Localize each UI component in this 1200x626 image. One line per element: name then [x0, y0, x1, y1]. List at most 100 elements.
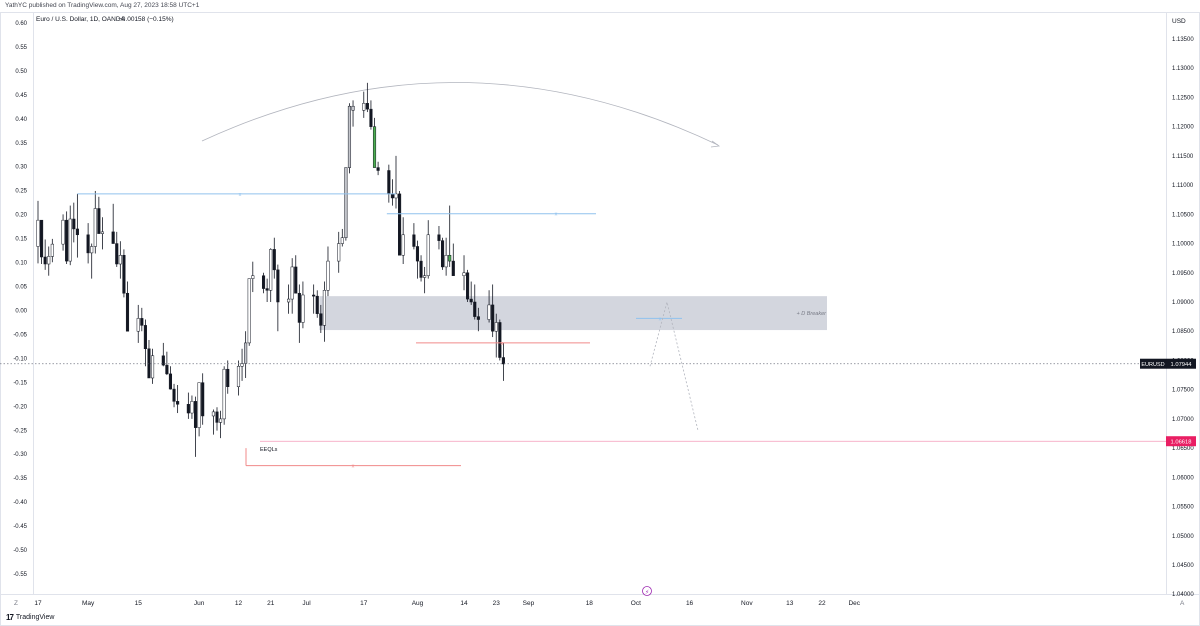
candle-body: [240, 363, 244, 367]
time-axis-tick-3: Jun: [194, 600, 205, 607]
right-axis-tick-6: 1.10500: [1172, 212, 1194, 218]
candle-body: [340, 237, 344, 244]
candle: [86, 223, 90, 264]
candle-body: [100, 231, 104, 234]
candle: [197, 382, 201, 437]
candle: [423, 266, 427, 294]
left-axis-tick-9: 0.15: [15, 237, 27, 243]
footer: 17 TradingView: [6, 613, 54, 622]
candle: [272, 237, 276, 279]
candle-body: [372, 126, 377, 168]
time-axis-corner-left[interactable]: Z: [14, 600, 18, 607]
legend-symbol: Euro / U.S. Dollar, 1D, OANDA: [36, 16, 126, 23]
candle: [75, 193, 79, 258]
candle-body: [290, 266, 294, 300]
candle-body: [487, 304, 491, 320]
time-axis-tick-16: 13: [786, 600, 794, 607]
right-axis-tick-7: 1.10000: [1172, 242, 1194, 248]
time-axis-tick-17: 22: [818, 600, 826, 607]
candle: [168, 366, 173, 390]
candle: [390, 179, 394, 206]
tradingview-logo-icon[interactable]: 17: [6, 613, 14, 622]
time-axis-tick-8: Aug: [412, 600, 424, 607]
time-axis-tick-9: 14: [460, 600, 468, 607]
candle-body: [143, 325, 147, 350]
candle: [369, 100, 373, 130]
candle-body: [473, 301, 477, 317]
candle: [140, 307, 144, 332]
candle: [476, 307, 480, 332]
candle-body: [501, 357, 505, 365]
candle: [247, 278, 251, 346]
candle-body: [423, 275, 427, 278]
candle: [111, 203, 115, 244]
left-axis-tick-5: 0.35: [15, 141, 27, 147]
candle: [236, 360, 241, 396]
left-axis-ticks: 0.60 0.55 0.50 0.45 0.40 0.35 0.30 0.25 0.20 0.15…: [13, 21, 27, 578]
left-axis-tick-2: 0.50: [15, 69, 27, 75]
candle: [276, 264, 280, 332]
candle-body: [236, 366, 241, 387]
candle-body: [387, 170, 391, 195]
candle-body: [269, 249, 273, 291]
candle: [491, 284, 495, 338]
candle-body: [147, 348, 151, 379]
candle-body: [415, 246, 420, 262]
candle-body: [47, 256, 51, 265]
candle-body: [247, 278, 251, 344]
candle-body: [226, 368, 230, 387]
candle-body: [319, 313, 323, 326]
right-axis-tick-14: 1.06500: [1172, 446, 1194, 452]
candle: [118, 241, 122, 279]
left-axis-tick-8: 0.20: [15, 213, 27, 219]
candle-body: [312, 294, 316, 297]
event-flag-icon[interactable]: [642, 586, 652, 596]
time-axis-tick-5: 21: [267, 600, 275, 607]
candle-body: [61, 219, 65, 245]
candle: [43, 239, 47, 270]
candle: [269, 248, 273, 302]
candle: [337, 231, 341, 273]
candle-body: [211, 411, 215, 417]
candle: [125, 281, 130, 332]
candle: [387, 164, 391, 203]
candlestick-chart[interactable]: Euro / U.S. Dollar, 1D, OANDA −0.00158 (…: [0, 12, 1200, 626]
candle-body: [448, 254, 452, 262]
left-axis-tick-3: 0.45: [15, 93, 27, 99]
candle-body: [118, 254, 122, 265]
candle: [444, 237, 448, 276]
chart-frame[interactable]: Euro / U.S. Dollar, 1D, OANDA −0.00158 (…: [0, 12, 1200, 626]
candle: [215, 407, 219, 431]
level-label-box: [1166, 436, 1196, 447]
candle-body: [272, 249, 276, 271]
candle: [322, 281, 326, 342]
candle: [190, 395, 194, 419]
price-axis-unit: USD: [1172, 18, 1186, 25]
candle: [201, 373, 205, 425]
candle: [469, 281, 473, 305]
candle-body: [193, 401, 198, 428]
left-axis-tick-12: 0.00: [15, 308, 27, 314]
time-axis-corner-right[interactable]: A: [1180, 600, 1185, 607]
time-axis-tick-11: Sep: [523, 600, 535, 607]
candle-body: [168, 373, 173, 390]
candle: [351, 100, 355, 127]
time-axis-tick-7: 17: [360, 600, 368, 607]
time-axis-tick-15: Nov: [741, 600, 753, 607]
time-axis-ticks: 17 May 15 Jun 12 21 Jul 17 Aug 14 23 Sep 18 Oct 16 Nov 1…: [34, 600, 860, 607]
candle: [297, 284, 301, 343]
footer-brand[interactable]: TradingView: [15, 614, 55, 621]
left-axis-tick-18: -0.30: [13, 452, 27, 458]
candle-body: [347, 105, 352, 168]
left-axis-tick-22: -0.50: [13, 548, 27, 554]
candle-body: [462, 272, 466, 276]
time-axis-tick-14: 16: [686, 600, 694, 607]
candle: [344, 167, 348, 241]
breaker-zone: [319, 296, 827, 331]
candle: [93, 190, 97, 254]
right-axis-tick-5: 1.11000: [1172, 183, 1194, 189]
blue-high-line-x-mark: x: [239, 192, 242, 198]
candle: [147, 339, 151, 379]
candle: [501, 342, 505, 381]
candle-body: [222, 368, 226, 420]
